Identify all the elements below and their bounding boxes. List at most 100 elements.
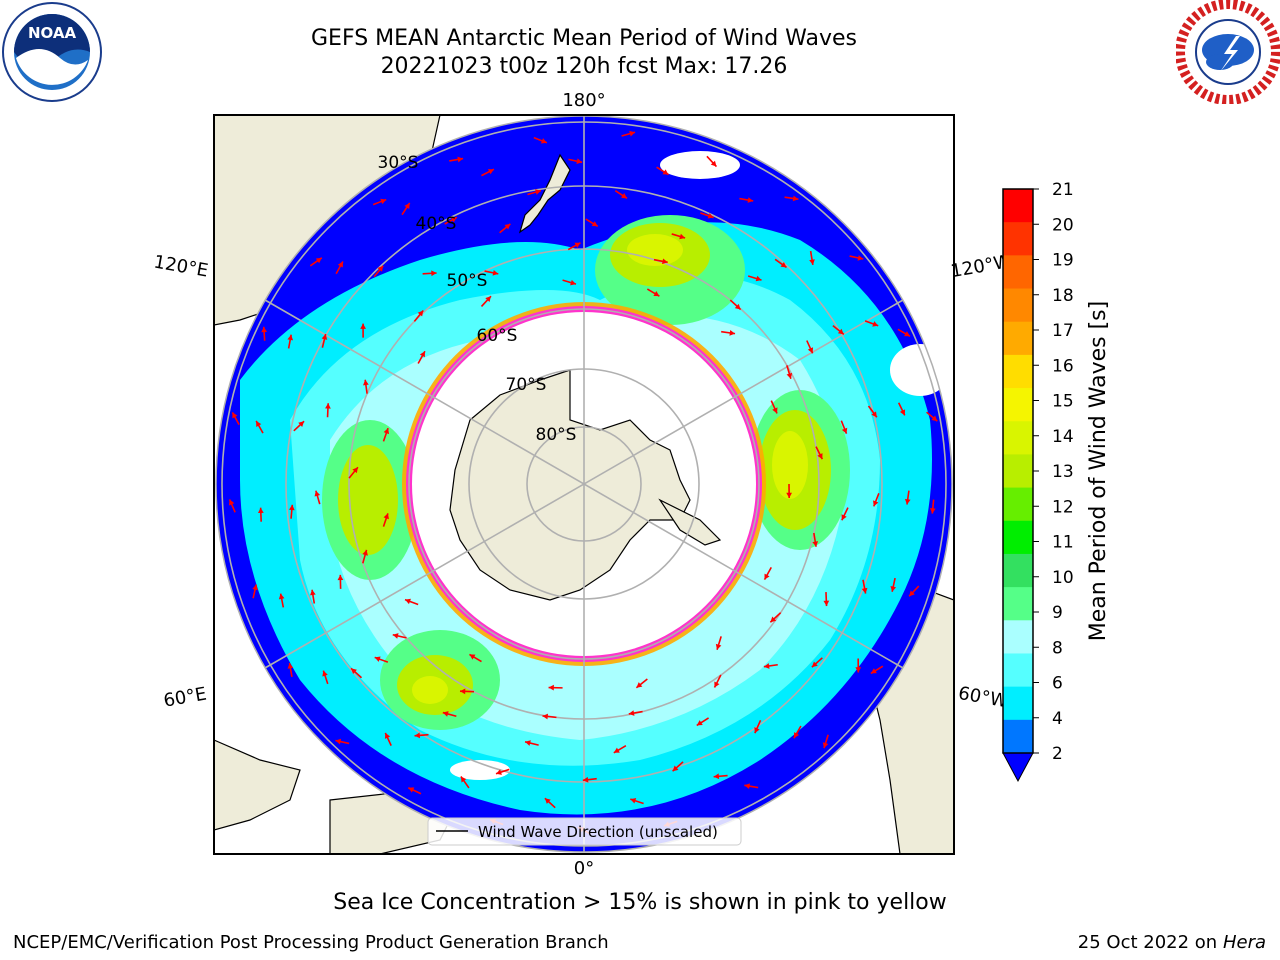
wave-direction-arrow-head: [374, 656, 381, 662]
wave-direction-arrow-head: [630, 798, 637, 804]
wave-direction-arrow-head: [362, 549, 368, 556]
wave-direction-arrow-head: [408, 787, 415, 793]
wave-direction-arrow-head: [360, 323, 366, 329]
wave-direction-arrow-head: [261, 326, 267, 333]
wave-direction-arrow-head: [841, 514, 847, 521]
wave-direction-arrow-head: [621, 193, 628, 199]
lat-label-50s: 50°S: [447, 271, 488, 291]
colorbar: 21 20 19 18 17 16 15 14 13 12 11 10 9 8 6 4 2: [1002, 180, 1074, 783]
wave-direction-arrow-head: [321, 334, 328, 340]
wave-direction-arrow-head: [613, 747, 620, 753]
wave-direction-arrow-head: [540, 138, 547, 144]
colorbar-segment: [1003, 421, 1033, 455]
wave-direction-arrow-head: [707, 213, 714, 219]
map-frame: [213, 114, 955, 855]
wave-direction-arrow-head: [817, 453, 823, 460]
graticule: [221, 116, 947, 852]
wave-direction-arrow-head: [485, 296, 491, 302]
wave-direction-arrow-head: [392, 633, 399, 639]
wave-direction-arrow-head: [335, 738, 342, 745]
wave-direction-arrow-head: [257, 507, 264, 514]
colorbar-segment: [1003, 620, 1033, 654]
wave-direction-arrow-head: [715, 643, 722, 650]
colorbar-tick-label: 4: [1052, 709, 1063, 729]
wave-direction-arrow-head: [792, 195, 799, 202]
wave-direction-arrow-head: [457, 156, 464, 163]
wave-direction-arrow-head: [325, 403, 331, 409]
colorbar-tick-label: 12: [1052, 497, 1074, 517]
wave-direction-arrow-head: [729, 330, 736, 336]
colorbar-tick-label: 17: [1052, 321, 1074, 341]
colorbar-segment: [1003, 487, 1033, 522]
wave-direction-arrow-head: [754, 727, 760, 734]
wave-direction-arrow-head: [278, 593, 285, 600]
wave-direction-arrow-head: [384, 732, 391, 739]
colorbar-segment: [1003, 388, 1033, 422]
colorbar-segment: [1003, 587, 1033, 621]
wave-direction-arrow-head: [811, 661, 818, 668]
map-legend: Wind Wave Direction (unscaled): [427, 817, 742, 846]
colorbar-segment: [1003, 719, 1033, 754]
lat-label-80s: 80°S: [536, 425, 577, 445]
colorbar-tick-label: 21: [1052, 180, 1074, 200]
noaa-logo: NOAA: [2, 2, 102, 102]
lat-label-70s: 70°S: [506, 375, 547, 395]
colorbar-tick-label: 2: [1052, 744, 1063, 764]
lon-label-60e: 60°E: [162, 683, 208, 711]
legend-label: Wind Wave Direction (unscaled): [478, 823, 718, 841]
wave-direction-arrow-head: [417, 310, 424, 317]
wave-direction-arrow-head: [256, 420, 262, 427]
wave-direction-arrow-head: [232, 412, 238, 419]
wave-direction-arrow-head: [544, 798, 551, 804]
wave-direction-arrow-head: [714, 681, 720, 688]
wave-direction-arrow-head: [899, 409, 906, 416]
wave-direction-arrow-head: [542, 713, 549, 720]
wave-direction-arrow-head: [870, 668, 877, 674]
wave-direction-arrow-head: [823, 600, 830, 607]
wave-direction-arrow-head: [576, 158, 583, 165]
wave-direction-arrow-head: [822, 742, 829, 749]
wave-direction-arrow-head: [857, 255, 864, 261]
wave-direction-arrow-head: [496, 769, 502, 775]
wave-direction-arrow-head: [629, 130, 636, 137]
sea-ice-caption: Sea Ice Concentration > 15% is shown in …: [333, 890, 947, 915]
wave-direction-arrow-head: [747, 197, 754, 203]
footer-date: 25 Oct 2022 on Hera: [1078, 932, 1266, 953]
colorbar-segment: [1003, 321, 1033, 356]
nws-logo: [1176, 0, 1280, 104]
wave-direction-arrow-head: [744, 783, 751, 789]
wave-direction-arrow-head: [574, 242, 581, 248]
wave-direction-arrow-head: [431, 270, 437, 277]
wave-direction-arrow-head: [837, 328, 844, 335]
wave-direction-arrow-head: [786, 372, 793, 379]
wave-direction-arrow-head: [786, 492, 792, 498]
colorbar-segment: [1003, 653, 1033, 688]
wave-direction-arrow-head: [904, 498, 911, 505]
wave-direction-arrow-head: [929, 508, 936, 514]
wave-direction-arrow-head: [713, 773, 720, 780]
wave-direction-arrow-head: [772, 407, 778, 414]
wave-direction-arrow-head: [459, 688, 466, 695]
wave-direction-arrow-head: [653, 291, 660, 297]
wave-direction-arrow-head: [812, 541, 819, 547]
wave-direction-arrow-head: [696, 720, 703, 726]
antarctic-peninsula-land: [658, 498, 722, 546]
wave-direction-arrow-head: [679, 233, 686, 240]
noaa-logo-text: NOAA: [28, 24, 77, 42]
colorbar-segment: [1003, 553, 1033, 588]
lat-label-60s: 60°S: [477, 326, 518, 346]
wave-direction-arrow-head: [383, 428, 390, 435]
wave-direction-arrow-head: [460, 776, 467, 783]
wave-direction-arrow-head: [734, 303, 741, 310]
colorbar-tick-label: 9: [1052, 603, 1063, 623]
colorbar-segment: [1003, 454, 1033, 489]
wave-direction-arrow-head: [419, 351, 425, 358]
wave-direction-arrow-head: [780, 262, 787, 268]
colorbar-tick-label: 14: [1052, 427, 1074, 447]
lon-label-120e: 120°E: [152, 251, 210, 281]
wave-direction-arrow-head: [287, 334, 294, 341]
wave-direction-arrow-head: [872, 321, 879, 327]
wave-direction-arrow-head: [298, 421, 305, 427]
wave-direction-arrow-head: [469, 654, 476, 660]
